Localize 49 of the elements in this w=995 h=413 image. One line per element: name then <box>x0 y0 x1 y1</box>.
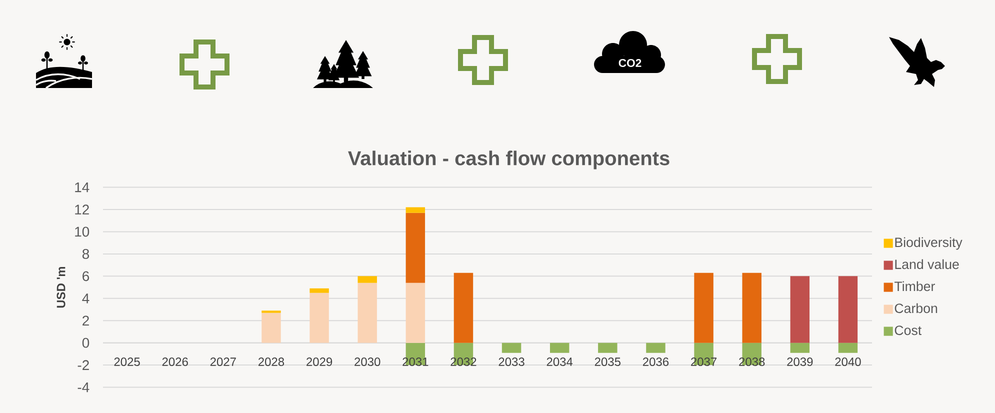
legend-label: Cost <box>894 326 922 336</box>
x-tick-label: 2039 <box>787 358 813 366</box>
text: CO2 <box>618 58 642 67</box>
legend-label: Land value <box>895 259 959 270</box>
bar <box>646 342 666 353</box>
legend-label: Carbon <box>894 303 938 314</box>
bar <box>550 342 570 353</box>
x-tick-label: 2026 <box>162 358 188 366</box>
bar <box>790 276 810 343</box>
bar <box>406 282 426 343</box>
chart-title: Valuation - cash flow components <box>348 150 670 170</box>
x-tick-label: 2029 <box>306 358 332 366</box>
y-tick-label: 10 <box>75 226 90 237</box>
bar <box>406 207 426 213</box>
bar <box>838 276 858 343</box>
legend-label: Timber <box>894 281 935 292</box>
y-axis-title: USD 'm <box>56 266 66 308</box>
bar <box>454 272 474 343</box>
bar <box>502 342 522 353</box>
x-tick-label: 2028 <box>258 358 284 366</box>
x-tick-label: 2034 <box>546 358 573 366</box>
y-tick-label: 12 <box>75 204 89 214</box>
y-tick-label: 14 <box>75 182 90 192</box>
y-tick-label: 4 <box>82 294 90 304</box>
y-tick-label: -2 <box>78 360 89 370</box>
bar <box>358 282 377 343</box>
x-tick-label: 2033 <box>498 358 524 366</box>
y-tick-label: -4 <box>78 382 90 392</box>
x-tick-label: 2030 <box>354 358 380 366</box>
bar <box>262 312 281 343</box>
bar <box>358 276 377 283</box>
x-tick-label: 2027 <box>210 358 236 366</box>
bar <box>406 212 426 283</box>
legend-label: Biodiversity <box>895 237 962 250</box>
y-tick-label: 2 <box>82 316 89 326</box>
bar <box>742 272 762 343</box>
bar <box>310 292 329 343</box>
x-tick-label: 2036 <box>642 358 669 366</box>
bar <box>790 342 810 353</box>
y-tick-label: 8 <box>82 249 90 259</box>
x-tick-label: 2040 <box>835 358 861 366</box>
bar <box>694 272 714 343</box>
bar <box>598 342 618 353</box>
x-tick-label: 2035 <box>594 358 620 366</box>
y-tick-label: 6 <box>82 271 90 282</box>
bar <box>310 288 329 293</box>
bar <box>838 342 858 353</box>
x-tick-label: 2025 <box>114 358 140 366</box>
y-tick-label: 0 <box>82 338 90 348</box>
